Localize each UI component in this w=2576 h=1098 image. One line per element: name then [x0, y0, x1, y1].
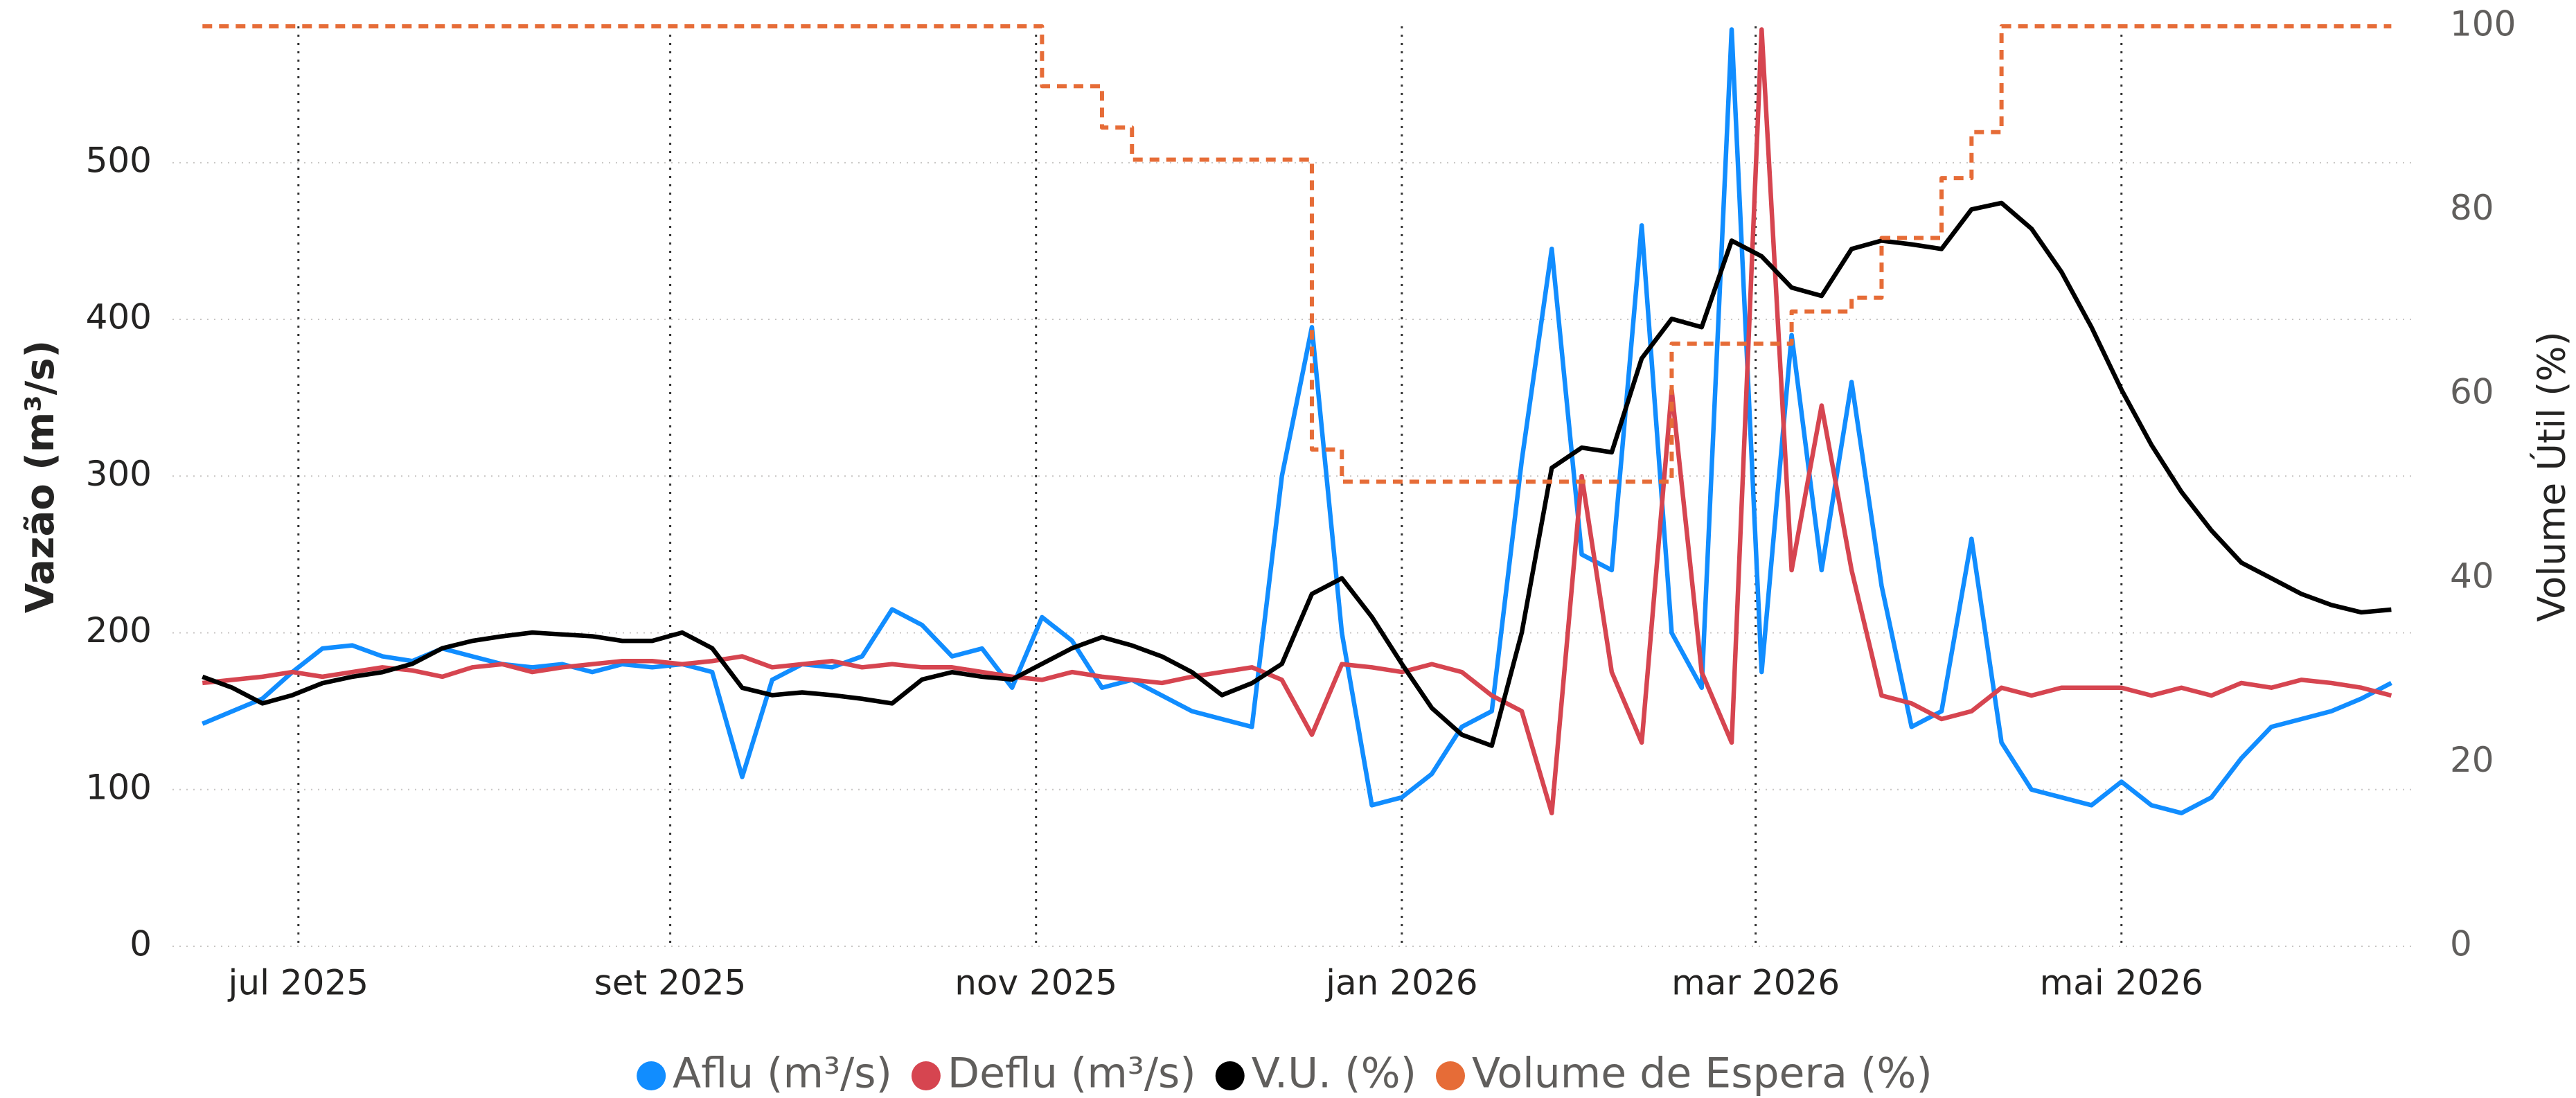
- y-axis-title: Vazão (m³/s): [18, 340, 63, 613]
- x-tick-label: jul 2025: [228, 963, 369, 1003]
- legend-label: V.U. (%): [1252, 1050, 1416, 1098]
- y2-axis-title: Volume Útil (%): [2530, 331, 2574, 621]
- legend-label: Volume de Espera (%): [1472, 1050, 1933, 1098]
- y-tick-label: 500: [86, 140, 152, 180]
- series-line: [202, 24, 2392, 484]
- series-line: [202, 27, 2392, 815]
- y2-tick-label: 20: [2450, 740, 2494, 780]
- legend-marker: [911, 1061, 941, 1090]
- series-line: [202, 27, 2392, 815]
- y2-tick-label: 40: [2450, 556, 2494, 596]
- y2-tick-label: 0: [2450, 924, 2472, 964]
- x-tick-label: nov 2025: [954, 963, 1117, 1003]
- y-tick-label: 300: [86, 454, 152, 494]
- legend-marker: [637, 1061, 666, 1090]
- x-tick-label: mar 2026: [1671, 963, 1840, 1003]
- y2-tick-label: 100: [2450, 4, 2516, 44]
- y2-tick-label: 60: [2450, 372, 2494, 412]
- legend-marker: [1215, 1061, 1245, 1090]
- x-tick-label: jan 2026: [1325, 963, 1477, 1003]
- y-tick-label: 400: [86, 297, 152, 337]
- y-tick-label: 0: [130, 924, 152, 964]
- y2-tick-label: 80: [2450, 188, 2494, 228]
- y-tick-label: 100: [86, 767, 152, 807]
- series-line: [202, 200, 2392, 748]
- legend-marker: [1436, 1061, 1466, 1090]
- legend-label: Aflu (m³/s): [673, 1050, 892, 1098]
- y-tick-label: 200: [86, 610, 152, 650]
- x-tick-label: mai 2026: [2040, 963, 2203, 1003]
- x-tick-label: set 2025: [594, 963, 747, 1003]
- legend-label: Deflu (m³/s): [948, 1050, 1196, 1098]
